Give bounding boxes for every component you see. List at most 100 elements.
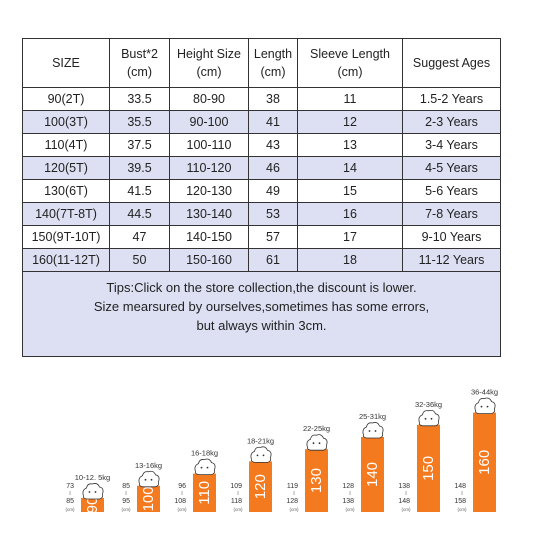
mascot-eye-icon: [150, 478, 153, 481]
size-label: 100: [140, 486, 157, 511]
cloud-mascot-icon: [194, 458, 216, 475]
height-max-label: 108: [174, 498, 186, 505]
table-cell: 35.5: [109, 110, 170, 134]
unit-label: (cm): [402, 507, 411, 512]
header-text: Bust*2: [121, 47, 158, 61]
mascot-eye-icon: [256, 454, 259, 457]
cloud-mascot-icon: [362, 422, 384, 439]
table-cell: 120-130: [169, 179, 249, 203]
table-cell: 57: [248, 225, 298, 249]
size-bar: [361, 437, 384, 512]
height-max-label: 128: [286, 498, 298, 505]
height-min-label: 138: [398, 483, 410, 490]
table-cell: 44.5: [109, 202, 170, 226]
chart-item: 100 13-16kg 85 95 (cm): [122, 461, 162, 512]
table-cell: 17: [297, 225, 403, 249]
unit-label: (cm): [66, 507, 75, 512]
table-cell: 80-90: [169, 87, 249, 111]
table-cell: 47: [109, 225, 170, 249]
table-cell: 50: [109, 248, 170, 272]
table-cell: 16: [297, 202, 403, 226]
unit-label: (cm): [122, 507, 131, 512]
table-row: 150(9T-10T) 47 140-150 57 17 9-10 Years: [22, 225, 501, 249]
table-cell: 38: [248, 87, 298, 111]
unit-label: (cm): [234, 507, 243, 512]
table-cell: 100(3T): [22, 110, 110, 134]
weight-label: 16-18kg: [191, 449, 218, 458]
table-cell: 39.5: [109, 156, 170, 180]
weight-label: 22-25kg: [303, 424, 330, 433]
mascot-eye-icon: [94, 491, 97, 493]
tips-line: Tips:Click on the store collection,the d…: [106, 280, 417, 295]
size-bar: [305, 449, 328, 512]
table-cell: 140-150: [169, 225, 249, 249]
size-bar: [249, 461, 272, 512]
cloud-mascot-icon: [418, 409, 440, 427]
chart-item: 140 25-31kg 128 138 (cm): [342, 412, 386, 512]
table-cell: 11: [297, 87, 403, 111]
height-max-label: 95: [122, 498, 130, 505]
cloud-mascot-icon: [306, 434, 328, 451]
mascot-eye-icon: [368, 430, 371, 432]
unit-label: (cm): [346, 507, 355, 512]
table-row: 90(2T) 33.5 80-90 38 11 1.5-2 Years: [22, 87, 501, 111]
mascot-eye-icon: [318, 442, 321, 445]
table-cell: 110-120: [169, 156, 249, 180]
chart-item: 120 18-21kg 109 118 (cm): [230, 436, 274, 512]
height-min-label: 109: [230, 483, 242, 490]
chart-item: 110 16-18kg 96 108 (cm): [174, 449, 218, 512]
height-min-label: 128: [342, 483, 354, 490]
cloud-mascot-icon: [82, 483, 104, 500]
table-row: 160(11-12T) 50 150-160 61 18 11-12 Years: [22, 248, 501, 272]
size-bar: [193, 473, 216, 512]
chart-item: 160 36-44kg 148 158 (cm): [454, 388, 498, 512]
table-cell: 4-5 Years: [402, 156, 501, 180]
mascot-eye-icon: [200, 466, 203, 469]
height-min-label: 85: [122, 483, 130, 490]
size-bar: [473, 412, 496, 512]
table-cell: 18: [297, 248, 403, 272]
mascot-eye-icon: [486, 405, 489, 408]
size-bar: [81, 498, 104, 512]
table-cell: 15: [297, 179, 403, 203]
size-bar: [137, 485, 160, 512]
header-text: (cm): [196, 65, 222, 79]
table-cell: 37.5: [109, 133, 170, 157]
mascot-eye-icon: [262, 454, 265, 457]
chart-item: 130 22-25kg 119 128 (cm): [286, 424, 330, 512]
table-cell: 41.5: [109, 179, 170, 203]
table-cell: 7-8 Years: [402, 202, 501, 226]
tips-line: Size mearsured by ourselves,sometimes ha…: [93, 299, 430, 314]
header-text: SIZE: [52, 56, 80, 70]
table-cell: 90(2T): [22, 87, 110, 111]
table-cell: 130(6T): [22, 179, 110, 203]
mascot-eye-icon: [144, 478, 147, 481]
size-bar: [417, 424, 440, 512]
table-cell: 11-12 Years: [402, 248, 501, 272]
mascot-eye-icon: [88, 491, 91, 493]
cloud-mascot-icon: [474, 397, 496, 414]
weight-label: 10-12. 5kg: [75, 473, 110, 482]
size-label: 120: [252, 474, 269, 499]
unit-label: (cm): [458, 507, 467, 512]
height-max-label: 148: [398, 498, 410, 505]
mascot-eye-icon: [430, 417, 433, 420]
unit-label: (cm): [290, 507, 299, 512]
table-cell: 3-4 Years: [402, 133, 501, 157]
table-cell: 150(9T-10T): [22, 225, 110, 249]
header-text: (cm): [337, 65, 363, 79]
header-text: Suggest Ages: [412, 56, 491, 70]
table-cell: 61: [248, 248, 298, 272]
cloud-mascot-icon: [250, 446, 272, 463]
table-cell: 100-110: [169, 133, 249, 157]
table-cell: 110(4T): [22, 133, 110, 157]
tips-row: Tips:Click on the store collection,the d…: [22, 271, 501, 357]
height-max-label: 85: [66, 498, 74, 505]
unit-label: (cm): [178, 507, 187, 512]
table-cell: 14: [297, 156, 403, 180]
header-text: Sleeve Length: [310, 47, 390, 61]
weight-label: 25-31kg: [359, 412, 386, 421]
weight-label: 32-36kg: [415, 400, 442, 409]
size-label: 110: [196, 481, 213, 505]
table-cell: 150-160: [169, 248, 249, 272]
